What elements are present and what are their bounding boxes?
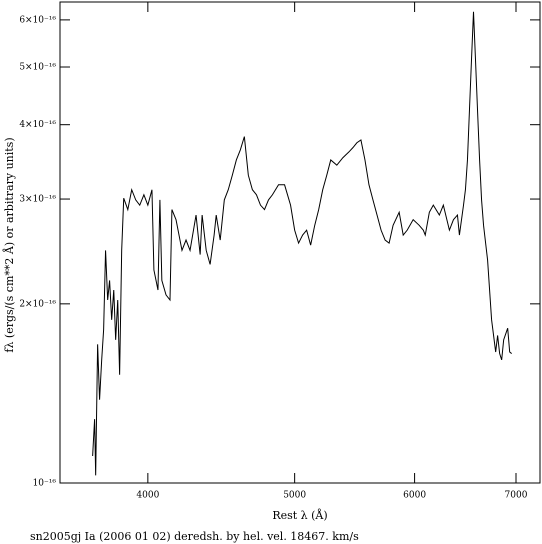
spectrum-line <box>92 11 512 476</box>
y-tick-label: 3×10⁻¹⁶ <box>19 195 56 205</box>
x-tick-label: 7000 <box>505 491 528 501</box>
y-tick-label: 6×10⁻¹⁶ <box>19 15 56 25</box>
plot-frame <box>59 1 541 484</box>
x-axis-label: Rest λ (Å) <box>272 508 327 522</box>
y-tick-label: 2×10⁻¹⁶ <box>19 299 56 309</box>
chart-title: sn2005gj Ia (2006 01 02) deredsh. by hel… <box>30 530 359 543</box>
x-tick-label: 5000 <box>283 491 306 501</box>
y-tick-label: 5×10⁻¹⁶ <box>19 63 56 73</box>
x-tick-label: 4000 <box>136 491 159 501</box>
y-axis-label: fλ (ergs/(s cm**2 Å) or arbitrary units) <box>2 137 16 352</box>
x-tick-label: 6000 <box>403 491 426 501</box>
y-tick-label: 10⁻¹⁶ <box>33 479 57 489</box>
y-tick-label: 4×10⁻¹⁶ <box>19 120 56 130</box>
